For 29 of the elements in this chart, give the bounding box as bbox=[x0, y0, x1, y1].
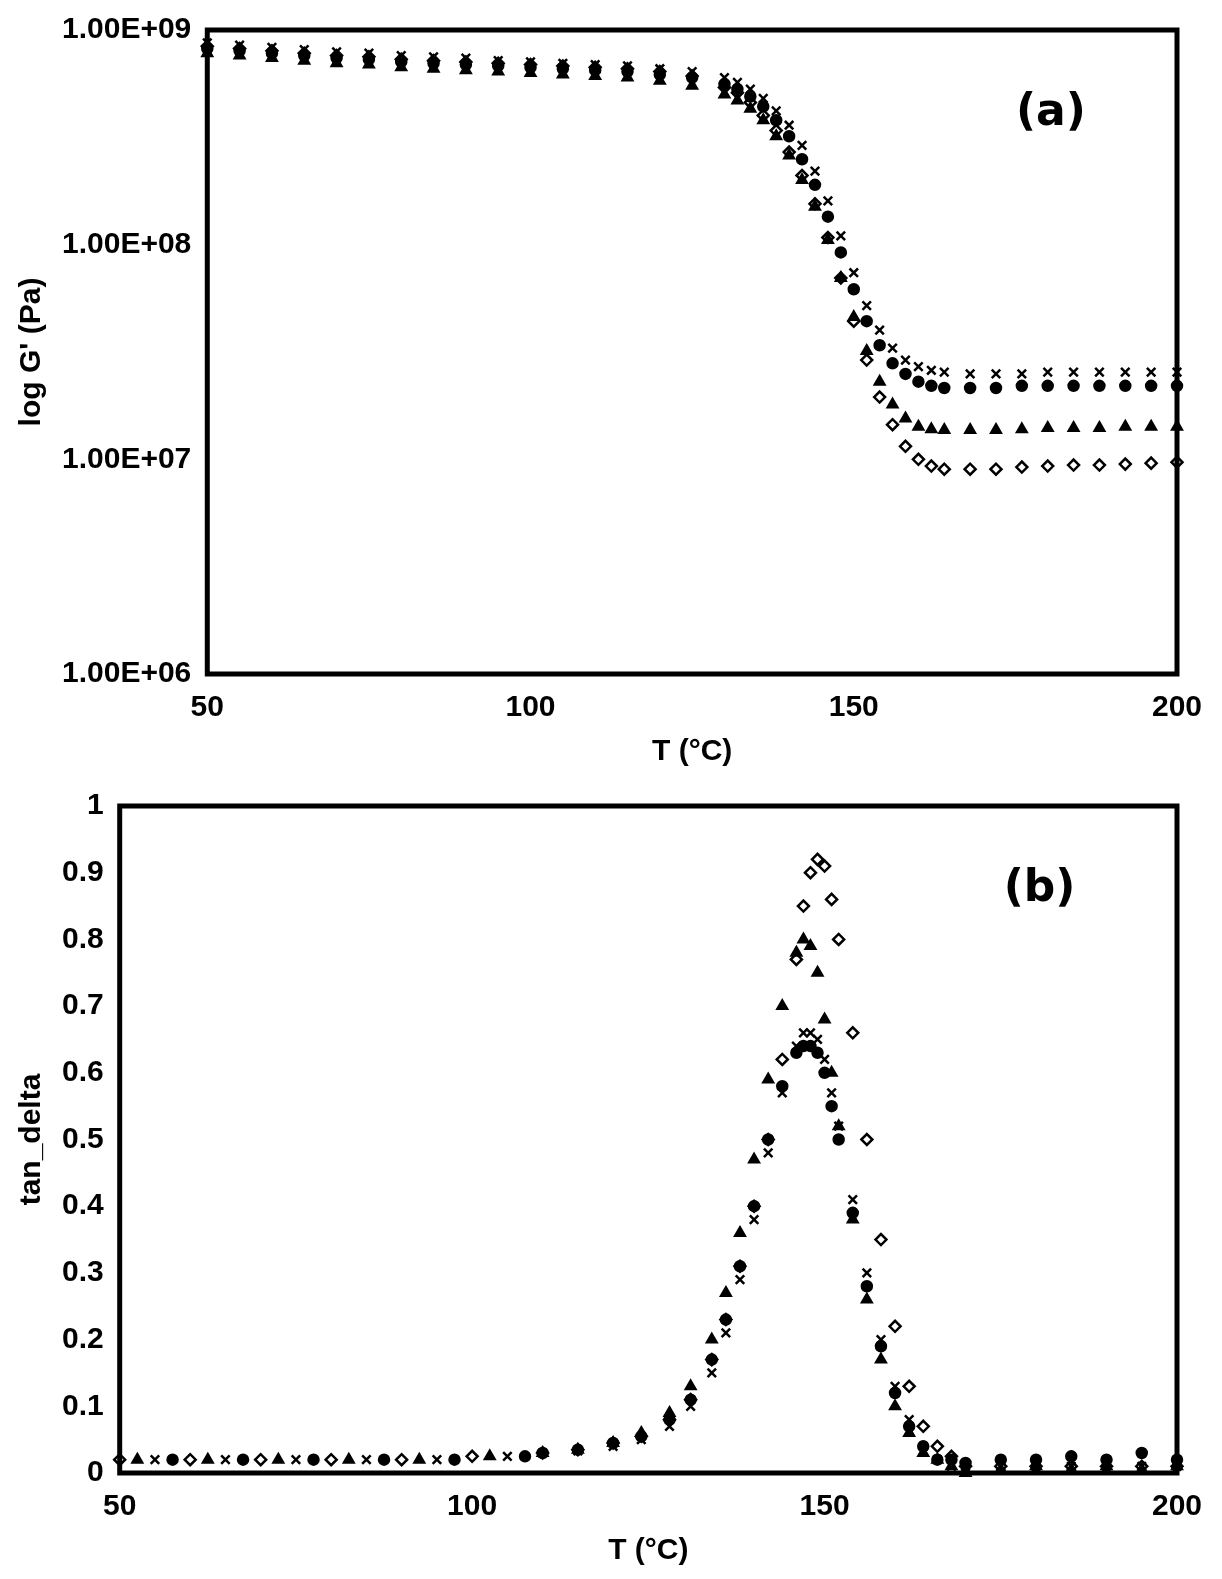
y-tick-label: 0.9 bbox=[61, 853, 104, 887]
y-tick-label: 0.8 bbox=[61, 920, 104, 954]
y-tick-label: 0.6 bbox=[61, 1054, 104, 1088]
x-tick-label: 50 bbox=[190, 689, 224, 723]
y-tick-label: 0.3 bbox=[61, 1254, 104, 1288]
y-axis-title: log G' (Pa) bbox=[13, 277, 47, 427]
y-tick-label: 0 bbox=[87, 1454, 104, 1488]
annotation: (b) bbox=[1003, 860, 1076, 911]
y-tick-label: 0.7 bbox=[61, 987, 104, 1021]
y-tick-label: 1.00E+09 bbox=[61, 11, 192, 45]
x-tick-label: 100 bbox=[505, 689, 556, 723]
x-tick-label: 150 bbox=[799, 1488, 850, 1522]
y-tick-label: 1.00E+06 bbox=[61, 655, 192, 689]
annotation: (a) bbox=[1015, 84, 1086, 135]
x-tick-label: 200 bbox=[1151, 689, 1203, 723]
x-axis-title: T (°C) bbox=[651, 733, 733, 767]
x-tick-label: 100 bbox=[447, 1488, 498, 1522]
x-tick-label: 150 bbox=[828, 689, 879, 723]
y-tick-label: 0.1 bbox=[61, 1387, 104, 1421]
x-axis-title: T (°C) bbox=[608, 1532, 689, 1566]
y-axis-title: tan_delta bbox=[13, 1073, 47, 1206]
y-tick-label: 1 bbox=[87, 787, 104, 821]
y-tick-label: 0.4 bbox=[61, 1187, 104, 1221]
y-tick-label: 1.00E+08 bbox=[61, 225, 192, 259]
y-tick-label: 0.2 bbox=[61, 1320, 104, 1354]
y-tick-label: 0.5 bbox=[61, 1120, 104, 1154]
x-tick-label: 50 bbox=[103, 1488, 137, 1522]
x-tick-label: 200 bbox=[1151, 1488, 1203, 1522]
y-tick-label: 1.00E+07 bbox=[61, 440, 192, 474]
